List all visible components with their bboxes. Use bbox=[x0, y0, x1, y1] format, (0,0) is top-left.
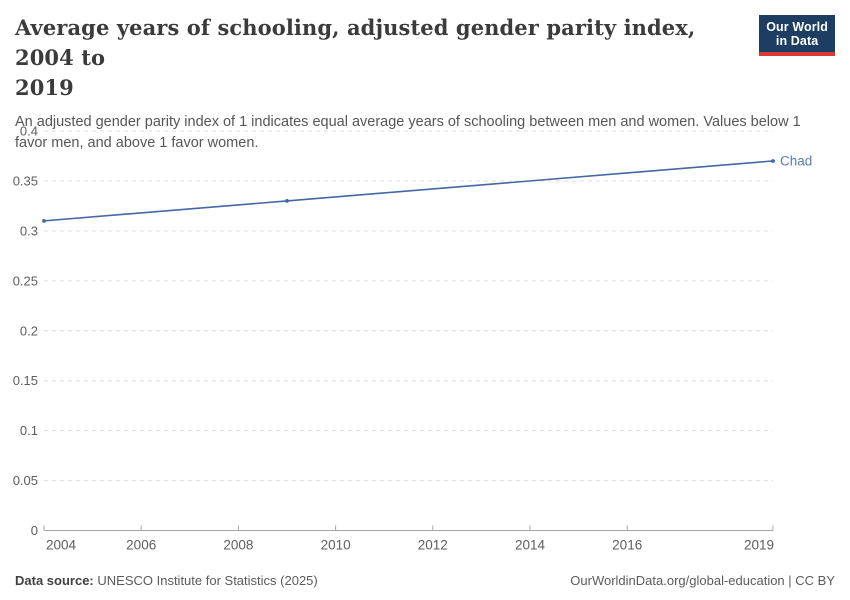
chart-header: Average years of schooling, adjusted gen… bbox=[15, 13, 835, 154]
subtitle-line-1: An adjusted gender parity index of 1 ind… bbox=[15, 114, 801, 130]
data-point bbox=[285, 199, 289, 203]
x-tick-label: 2014 bbox=[515, 538, 546, 553]
subtitle-line-2: favor men, and above 1 favor women. bbox=[15, 135, 259, 151]
data-source: Data source: UNESCO Institute for Statis… bbox=[15, 573, 318, 588]
data-source-label: Data source: bbox=[15, 573, 94, 588]
x-tick-label: 2004 bbox=[46, 538, 77, 553]
line-chart: 0 0.05 0.1 0.15 0.2 0.25 0.3 0.35 0.4 2004 2006 200… bbox=[0, 120, 850, 565]
chart-subtitle: An adjusted gender parity index of 1 ind… bbox=[15, 112, 835, 154]
y-tick-label: 0.2 bbox=[20, 323, 38, 338]
credit-link[interactable]: OurWorldinData.org/global-education | CC… bbox=[570, 573, 835, 588]
series-label: Chad bbox=[780, 153, 812, 168]
title-line-1: Average years of schooling, adjusted gen… bbox=[15, 15, 696, 70]
y-tick-label: 0.05 bbox=[13, 473, 38, 488]
x-tick-label: 2010 bbox=[321, 538, 351, 553]
y-tick-label: 0.4 bbox=[20, 124, 38, 139]
data-source-value: UNESCO Institute for Statistics (2025) bbox=[97, 573, 318, 588]
title-line-2: 2019 bbox=[15, 75, 74, 100]
page-title: Average years of schooling, adjusted gen… bbox=[15, 13, 735, 103]
owid-logo: Our World in Data bbox=[759, 15, 835, 56]
owid-logo-line-2: in Data bbox=[775, 34, 819, 48]
x-tick-label: 2008 bbox=[223, 538, 253, 553]
x-tick-label: 2019 bbox=[744, 538, 774, 553]
chart-footer: Data source: UNESCO Institute for Statis… bbox=[15, 573, 835, 588]
x-tick-label: 2006 bbox=[126, 538, 156, 553]
data-point bbox=[42, 218, 46, 223]
y-tick-label: 0.35 bbox=[13, 173, 38, 188]
owid-logo-line-1: Our World bbox=[766, 20, 828, 34]
line-chart-canvas: 0 0.05 0.1 0.15 0.2 0.25 0.3 0.35 0.4 2004 2006 200… bbox=[13, 124, 813, 553]
data-point bbox=[771, 159, 775, 163]
series-line bbox=[43, 160, 774, 222]
y-tick-label: 0.3 bbox=[20, 223, 38, 238]
x-tick-label: 2016 bbox=[612, 538, 642, 553]
x-tick-label: 2012 bbox=[418, 538, 448, 553]
y-tick-label: 0.15 bbox=[13, 373, 38, 388]
y-tick-label: 0.25 bbox=[13, 273, 38, 288]
y-tick-label: 0 bbox=[31, 523, 38, 538]
y-tick-label: 0.1 bbox=[20, 423, 38, 438]
